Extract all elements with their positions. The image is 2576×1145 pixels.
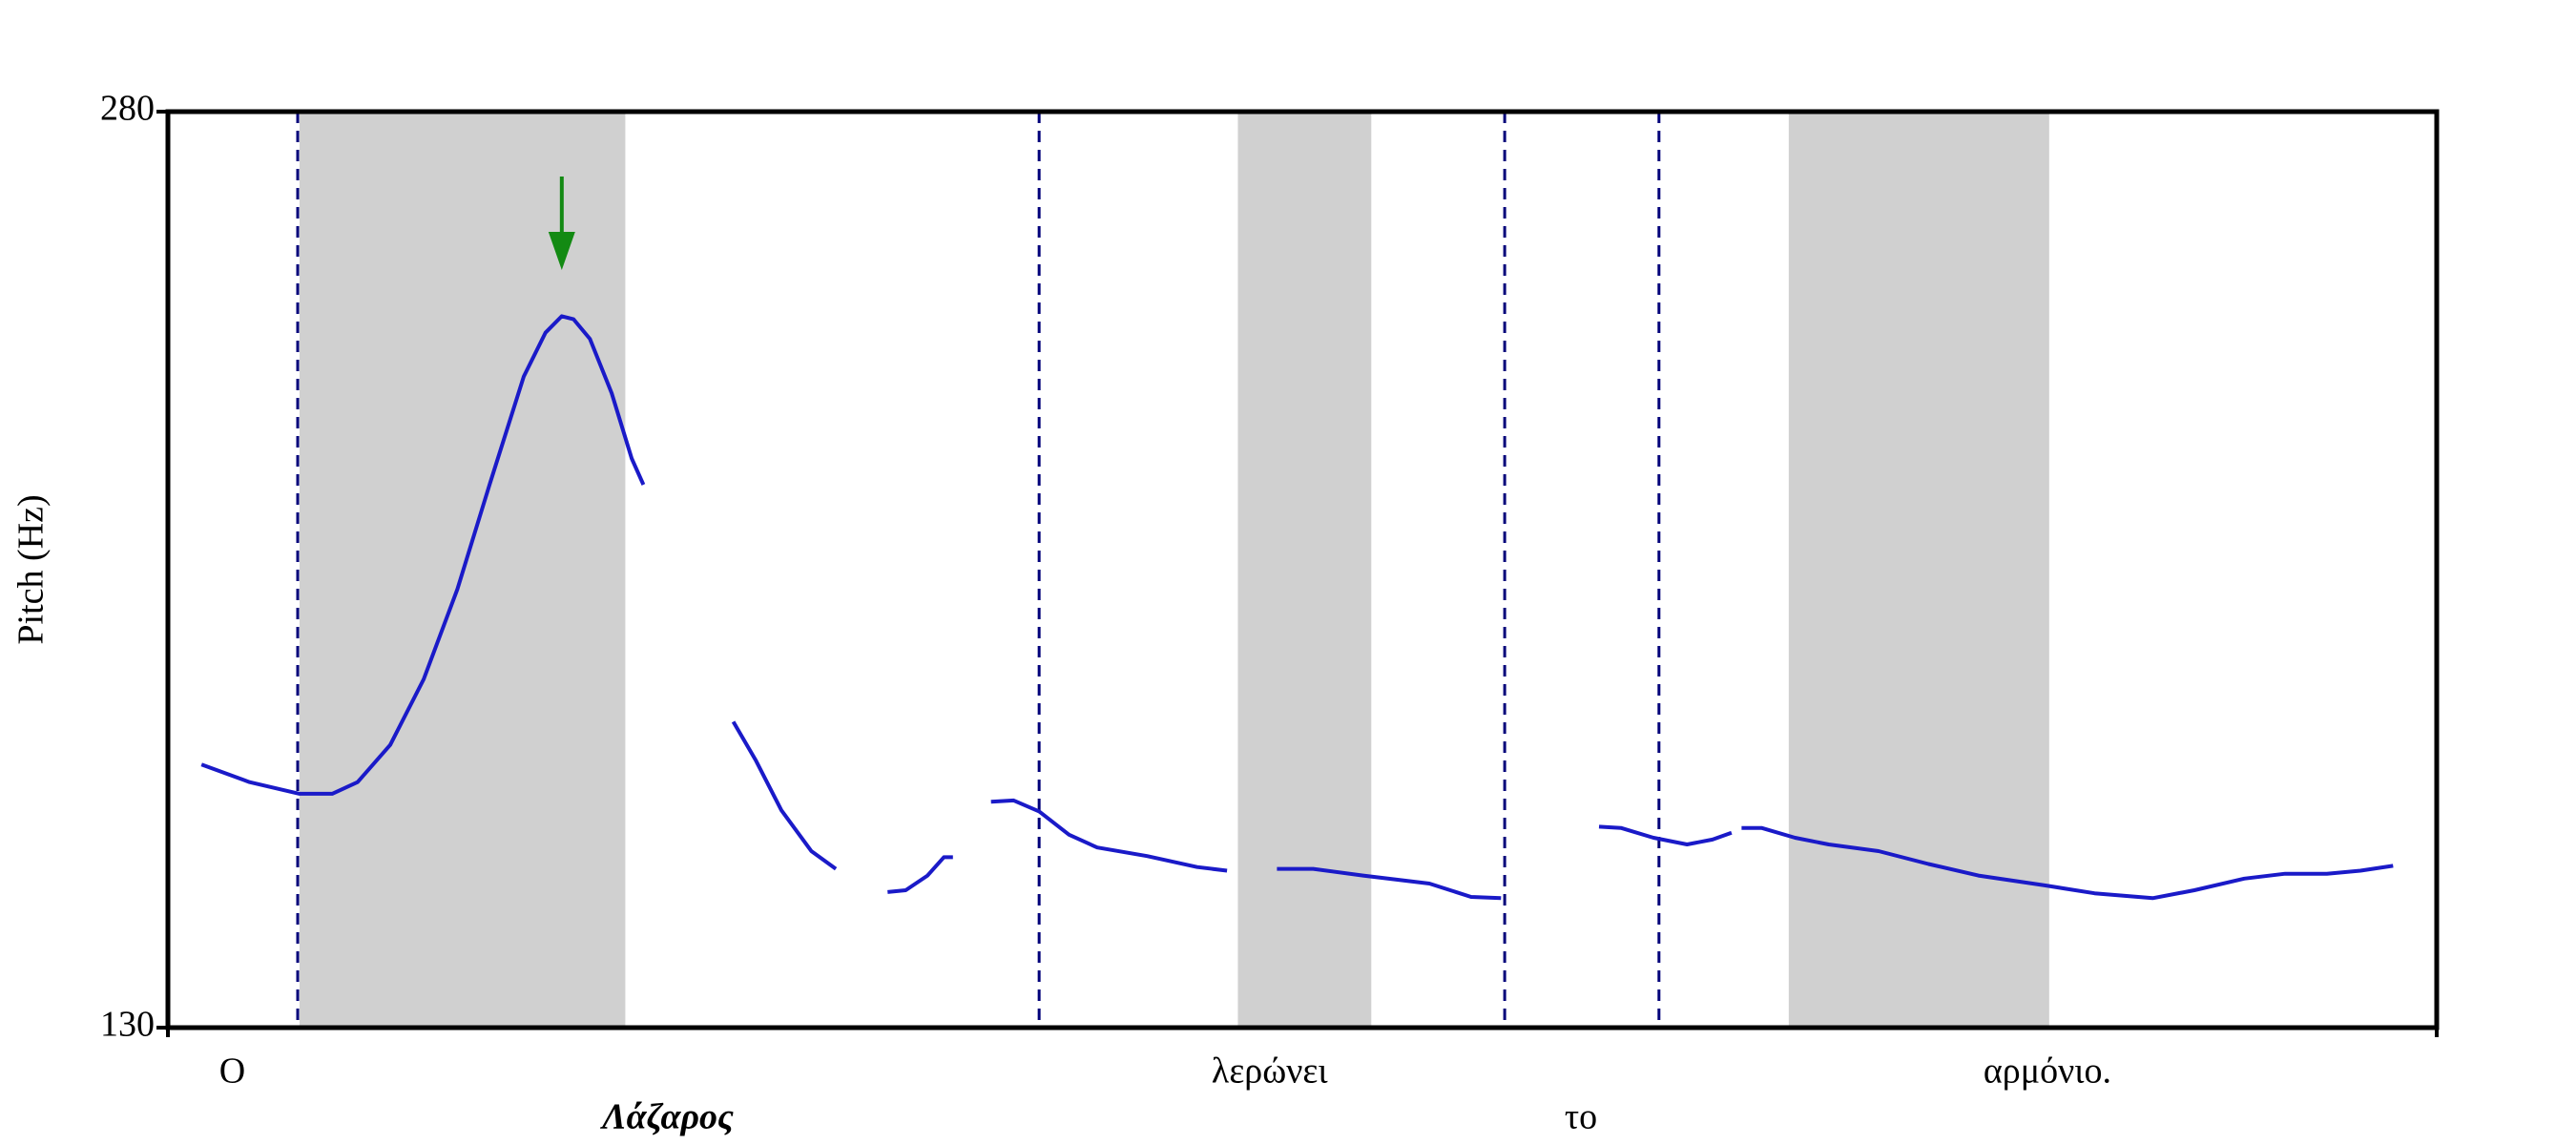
word-label: αρμόνιο. bbox=[1984, 1051, 2111, 1092]
arrow-head bbox=[548, 232, 575, 270]
word-label: λερώνει bbox=[1212, 1051, 1328, 1092]
stressed-interval bbox=[1788, 112, 2049, 1028]
y-axis-label: Pitch (Hz) bbox=[11, 494, 52, 644]
word-label: Λάζαρος bbox=[599, 1097, 734, 1137]
y-tick-label: 130 bbox=[100, 1005, 155, 1045]
stressed-interval bbox=[1237, 112, 1372, 1028]
plot-frame bbox=[165, 109, 2440, 1030]
y-tick-label: 280 bbox=[100, 89, 155, 129]
pitch-contour bbox=[200, 314, 2394, 901]
word-label: το bbox=[1565, 1097, 1597, 1137]
word-label: Ο bbox=[219, 1051, 245, 1092]
